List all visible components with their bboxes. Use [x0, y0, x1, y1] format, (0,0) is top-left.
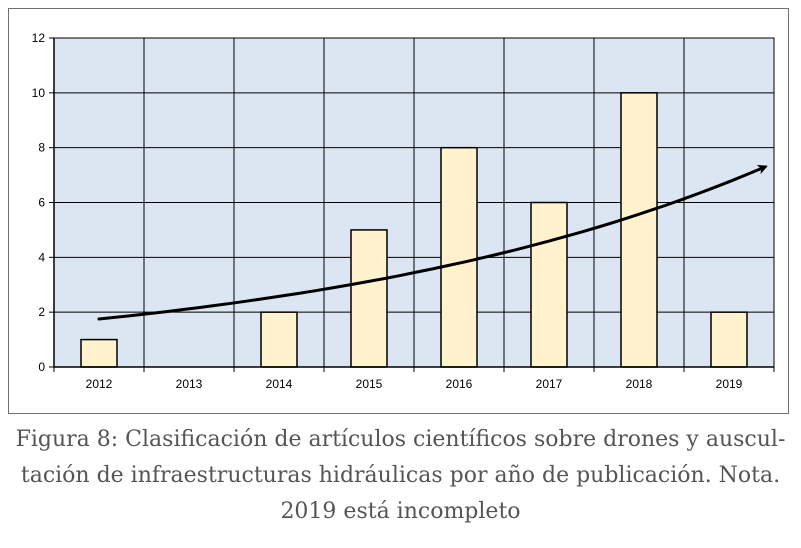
x-tick-label: 2019 — [716, 377, 743, 391]
caption-line-1: Figura 8: Clasificación de artículos cie… — [15, 427, 786, 452]
y-tick-label: 4 — [38, 250, 45, 264]
y-tick-label: 10 — [32, 86, 46, 100]
x-tick-label: 2013 — [176, 377, 203, 391]
y-tick-label: 2 — [38, 305, 45, 319]
y-tick-label: 6 — [38, 196, 45, 210]
caption-line-2: tación de infraestructuras hidráulicas p… — [20, 463, 781, 488]
y-tick-label: 0 — [38, 360, 45, 374]
x-tick-label: 2018 — [626, 377, 653, 391]
trend-arrow — [97, 165, 768, 321]
y-tick-label: 12 — [32, 31, 46, 45]
x-tick-label: 2014 — [266, 377, 293, 391]
bar-chart: 0 2 4 6 8 10 12 2012 2013 2014 2015 2016 2017 2018 201… — [32, 31, 775, 391]
bar-2016 — [440, 146, 478, 368]
figure-caption: Figura 8: Clasificación de artículos cie… — [0, 422, 801, 530]
x-tick-label: 2016 — [446, 377, 473, 391]
caption-line-3: 2019 está incompleto — [280, 499, 521, 524]
bar-2015 — [350, 229, 388, 368]
bar-2019 — [710, 311, 748, 368]
bar-2014 — [260, 311, 298, 368]
bar-2012 — [80, 338, 118, 368]
bar-2017 — [530, 201, 568, 368]
x-tick-label: 2017 — [536, 377, 563, 391]
x-tick-label: 2012 — [86, 377, 113, 391]
chart-frame: 0 2 4 6 8 10 12 2012 2013 2014 2015 2016 2017 2018 201… — [8, 8, 789, 414]
x-tick-label: 2015 — [356, 377, 383, 391]
bar-2018 — [620, 92, 658, 368]
y-tick-label: 8 — [38, 141, 45, 155]
